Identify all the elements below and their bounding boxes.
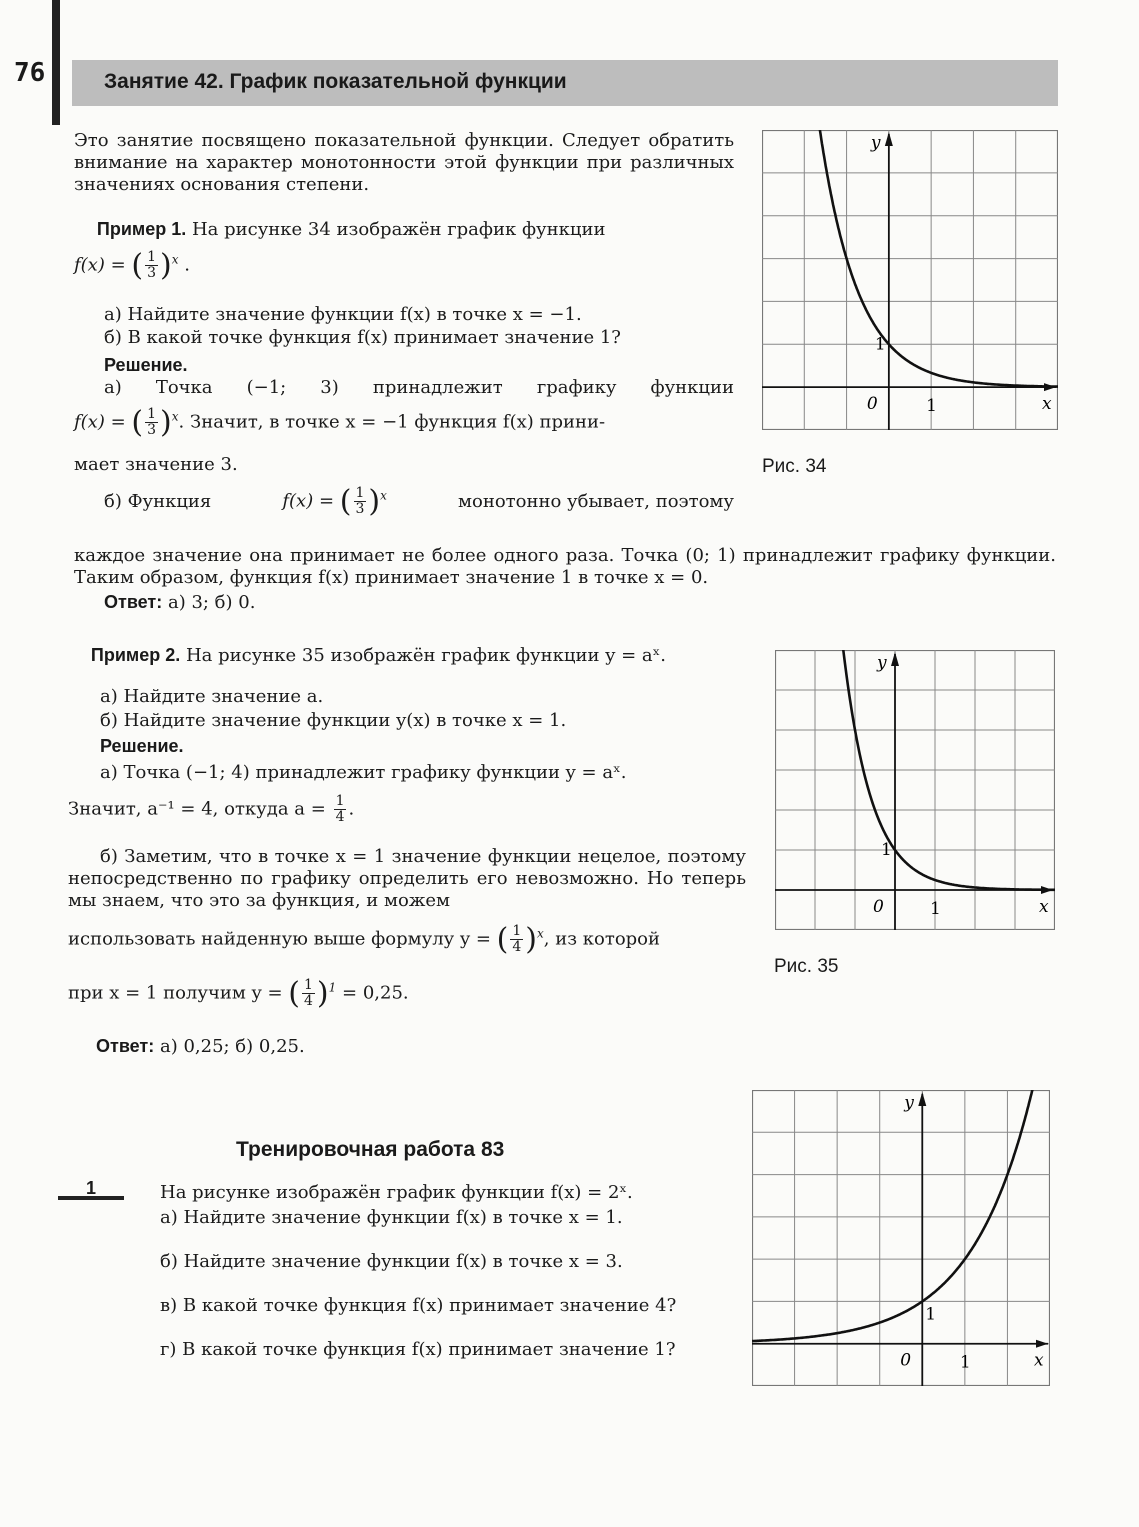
frac-den: 4 (304, 993, 313, 1009)
example1-statement: Пример 1. На рисунке 34 изображён график… (74, 218, 734, 241)
x-tick-label: 1 (926, 396, 937, 416)
example2-solution-a1: а) Точка (−1; 4) принадлежит графику фун… (100, 762, 627, 783)
solution-b1-text: б) Функция (104, 491, 212, 512)
task-number: 1 (86, 1178, 97, 1198)
example1-text: На рисунке 34 изображён график функции (191, 219, 606, 240)
x-axis-arrow-icon (1036, 1339, 1048, 1348)
example2-solution-b4: при x = 1 получим y = (1 4)1 = 0,25. (68, 976, 409, 1011)
y-axis-label: y (876, 653, 887, 673)
example2-solution-heading: Решение. (100, 736, 184, 756)
frac-den: 3 (355, 501, 365, 517)
example2-statement: Пример 2. На рисунке 35 изображён график… (68, 644, 746, 667)
example1-solution-a3: мает значение 3. (74, 454, 238, 475)
example1-solution-a1: а) Точка (−1; 3) принадлежит графику фун… (104, 377, 734, 398)
formula-prefix: f(x) = (74, 254, 126, 276)
example1-solution-a2: f(x) = (1 3)x. Значит, в точке x = −1 фун… (74, 405, 606, 440)
page-number: 76 (14, 58, 46, 88)
example1-solution-heading: Решение. (104, 355, 188, 375)
exponent: x (171, 252, 179, 267)
function-curve (818, 130, 1058, 388)
task-item-c: в) В какой точке функция f(x) принимает … (160, 1295, 677, 1316)
frac-den: 4 (335, 809, 345, 825)
example2-answer: Ответ: а) 0,25; б) 0,25. (96, 1035, 305, 1058)
y-axis-label: y (903, 1093, 914, 1113)
function-curve (841, 650, 1055, 892)
lesson-title: Занятие 42. График показательной функции (104, 70, 567, 93)
frac-num: 1 (145, 249, 159, 266)
task-item-d: г) В какой точке функция f(x) принимает … (160, 1339, 676, 1360)
origin-label: 0 (867, 394, 878, 414)
figure-34-graph: y x 0 1 1 (762, 130, 1058, 430)
frac-num: 1 (353, 485, 367, 502)
solution-a2-text: Значит, a⁻¹ = 4, откуда a = (68, 798, 326, 820)
figure-34-caption: Рис. 34 (762, 456, 827, 477)
example2-solution-b2: использовать найденную выше формулу y = … (68, 922, 661, 957)
x-axis-label: x (1039, 897, 1049, 917)
example1-answer: Ответ: а) 3; б) 0. (104, 591, 255, 614)
task-statement: На рисунке изображён график функции f(x)… (160, 1182, 633, 1203)
frac-num: 1 (145, 406, 159, 423)
training-graph: y x 0 1 1 (752, 1090, 1050, 1386)
margin-bar (52, 0, 60, 125)
frac-num: 1 (302, 977, 315, 994)
example1-heading: Пример 1. (96, 219, 187, 239)
example1-question-a: а) Найдите значение функции f(x) в точке… (104, 304, 582, 325)
solution-b5-text: = 0,25. (342, 982, 409, 1004)
example1-formula: f(x) = (1 3)x . (74, 248, 190, 283)
function-curve (752, 1090, 1034, 1343)
frac-den: 4 (512, 939, 522, 955)
y-axis-arrow-icon (891, 652, 899, 666)
solution-b3-text: , из которой (543, 928, 661, 950)
example1-solution-b3: каждое значение она принимает не более о… (74, 545, 1056, 588)
x-tick-label: 1 (930, 899, 941, 919)
y-tick-label: 1 (925, 1304, 936, 1324)
frac-den: 3 (147, 265, 157, 281)
exponent: 1 (328, 980, 337, 995)
intro-text: Это занятие посвящено показательной функ… (74, 130, 734, 195)
grid-border (775, 650, 1055, 930)
y-tick-label: 1 (881, 840, 892, 860)
y-axis-arrow-icon (918, 1092, 927, 1106)
exponent: x (380, 488, 387, 503)
solution-a2-text: . Значит, в точке x = −1 функция f(x) пр… (178, 411, 606, 433)
lesson-header: Занятие 42. График показательной функции (72, 60, 1058, 106)
task-number-rule (58, 1196, 124, 1200)
answer-label: Ответ: (104, 592, 163, 612)
figure-35-caption: Рис. 35 (774, 956, 839, 977)
solution-b4-text: при x = 1 получим y = (68, 982, 283, 1004)
training-title: Тренировочная работа 83 (236, 1138, 505, 1161)
answer-label: Ответ: (96, 1036, 155, 1056)
y-axis-arrow-icon (884, 132, 893, 146)
solution-b2-text: монотонно убывает, поэтому (458, 491, 734, 512)
example2-solution-b1: б) Заметим, что в точке x = 1 значение ф… (68, 846, 746, 911)
frac-num: 1 (333, 793, 347, 810)
x-tick-label: 1 (960, 1353, 971, 1373)
grid-border (762, 130, 1058, 430)
example2-heading: Пример 2. (90, 645, 181, 665)
task-item-b: б) Найдите значение функции f(x) в точке… (160, 1251, 623, 1272)
y-axis-label: y (870, 133, 881, 153)
example1-solution-b1: б) Функция f(x) = (1 3)x монотонно убывае… (104, 484, 734, 519)
grid-border (752, 1090, 1050, 1386)
figure-35-graph: y x 0 1 1 (775, 650, 1055, 930)
solution-b2-text: использовать найденную выше формулу y = (68, 928, 491, 950)
answer-text: а) 3; б) 0. (167, 592, 256, 613)
example2-question-b: б) Найдите значение функции y(x) в точке… (100, 710, 567, 731)
x-axis-label: x (1034, 1351, 1044, 1371)
answer-text: а) 0,25; б) 0,25. (159, 1036, 305, 1057)
x-axis-label: x (1042, 394, 1052, 414)
exponent: x (171, 409, 179, 424)
frac-den: 3 (147, 422, 157, 438)
origin-label: 0 (873, 897, 884, 917)
example2-text: На рисунке 35 изображён график функции y… (185, 645, 666, 666)
origin-label: 0 (900, 1351, 911, 1371)
frac-num: 1 (510, 923, 524, 940)
example2-question-a: а) Найдите значение a. (100, 686, 324, 707)
task-item-a: а) Найдите значение функции f(x) в точке… (160, 1207, 623, 1228)
example1-question-b: б) В какой точке функция f(x) принимает … (104, 327, 621, 348)
y-tick-label: 1 (875, 334, 886, 354)
